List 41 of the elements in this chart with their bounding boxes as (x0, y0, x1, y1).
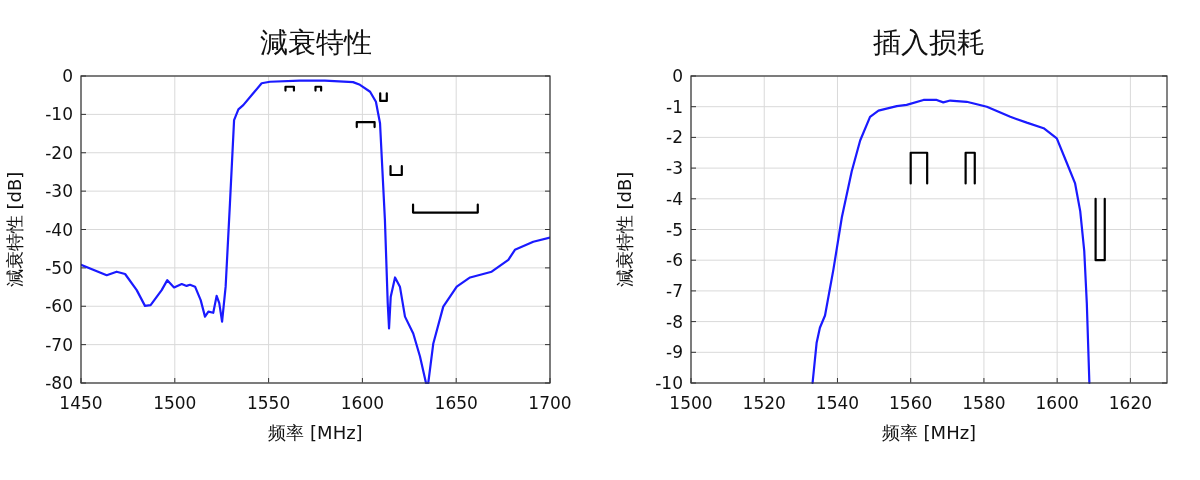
line-series (811, 98, 1091, 385)
x-tick-label: 1650 (434, 393, 478, 413)
x-tick-label: 1560 (889, 393, 933, 413)
x-tick-label: 1620 (1108, 393, 1153, 413)
y-tick-label: -4 (666, 188, 683, 209)
y-tick-label: -10 (655, 373, 683, 393)
y-tick-label: 0 (672, 66, 683, 86)
x-tick-label: 1550 (246, 393, 291, 413)
y-tick-label: 0 (62, 66, 73, 86)
x-tick-label: 1580 (962, 393, 1006, 413)
y-tick-label: -7 (666, 280, 683, 301)
y-tick-label: -10 (45, 104, 73, 125)
x-tick-label: 1520 (742, 393, 786, 413)
y-tick-label: -3 (666, 158, 683, 179)
y-tick-label: -50 (45, 257, 73, 278)
y-tick-label: -80 (45, 373, 73, 393)
y-tick-label: -40 (45, 219, 73, 240)
x-axis-title: 频率 [MHz] (268, 422, 363, 443)
y-axis-title: 減衰特性 [dB] (614, 171, 635, 288)
y-tick-label: -6 (666, 250, 683, 271)
x-tick-label: 1500 (669, 393, 713, 413)
x-tick-label: 1450 (59, 393, 103, 413)
y-tick-label: -1 (666, 96, 683, 117)
y-tick-label: -70 (45, 334, 73, 355)
x-axis-title: 频率 [MHz] (881, 422, 977, 443)
x-tick-label: 1600 (1035, 393, 1079, 413)
x-tick-label: 1500 (153, 393, 197, 413)
y-tick-label: -8 (666, 311, 683, 332)
y-tick-label: -2 (666, 127, 683, 148)
chart-title: 減衰特性 (259, 26, 372, 59)
y-tick-label: -5 (666, 219, 683, 240)
chart-title: 插入损耗 (873, 26, 985, 59)
x-tick-label: 1700 (528, 393, 572, 413)
line-series (81, 79, 550, 385)
y-tick-label: -9 (666, 342, 683, 363)
x-tick-label: 1540 (815, 393, 860, 413)
y-tick-label: -20 (45, 142, 73, 163)
x-tick-label: 1600 (340, 393, 385, 413)
y-tick-label: -60 (45, 296, 73, 317)
y-tick-label: -30 (45, 181, 73, 202)
y-axis-title: 減衰特性 [dB] (4, 171, 25, 288)
